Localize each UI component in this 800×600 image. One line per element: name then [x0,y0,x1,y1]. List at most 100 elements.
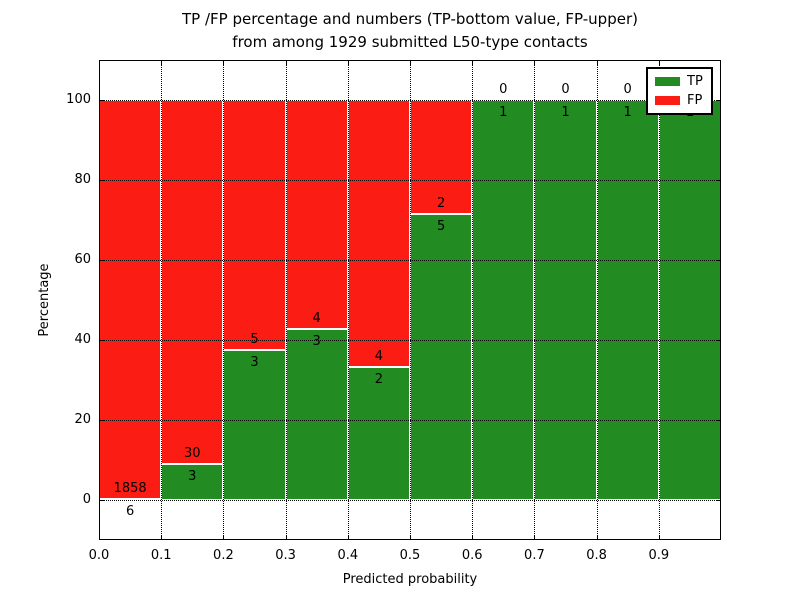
chart-title-line2: from among 1929 submitted L50-type conta… [232,33,588,51]
x-tick-label: 0.3 [275,548,296,563]
bar-segment-tp [658,100,721,500]
y-tick-mark [100,260,104,261]
x-tick-mark-top [347,61,349,65]
gridline-x [285,60,287,540]
bar-label-tp: 5 [436,219,446,235]
y-tick-label: 40 [74,332,91,347]
bar-label-tp: 3 [312,333,321,349]
fp-swatch-icon [655,96,680,105]
gridline-y [99,500,721,501]
bar-segment-fp [161,100,224,464]
bar-segment-tp [285,328,348,500]
bar-label-tp: 6 [125,503,135,519]
gridline-x [472,60,474,540]
x-tick-mark [285,535,287,539]
gridline-x [534,60,536,540]
bar-segment-tp [410,214,473,500]
x-tick-mark-top [472,61,474,65]
legend-item-tp: TP [655,75,711,88]
x-tick-mark-top [161,61,163,65]
y-tick-mark-right [716,180,720,181]
bar-segment-fp [285,100,348,329]
bar-label-fp: 4 [312,310,321,326]
x-tick-mark-top [223,61,225,65]
x-tick-mark-top [658,61,660,65]
x-tick-mark [99,535,100,539]
gridline-x [161,60,163,540]
y-tick-label: 80 [74,172,91,187]
bar-label-tp: 1 [561,105,570,120]
legend-item-fp: FP [655,94,711,107]
bar-label-tp: 3 [188,468,197,484]
x-tick-label: 0.5 [399,548,421,563]
x-tick-mark [472,535,474,539]
gridline-x [596,60,598,540]
gridline-x [410,60,411,540]
x-tick-mark-top [596,61,598,65]
bar-label-fp: 0 [561,82,570,97]
legend-label-fp: FP [687,93,703,108]
bar-segment-tp [596,100,659,500]
x-tick-mark [658,535,660,539]
chart-title-line1: TP /FP percentage and numbers (TP-bottom… [182,10,638,28]
x-tick-mark [161,535,163,539]
bar-label-fp: 4 [374,348,384,364]
x-tick-label: 0.6 [461,548,483,563]
y-tick-mark [100,500,104,501]
gridline-y [99,180,721,181]
y-tick-label: 60 [74,252,91,267]
y-tick-mark [100,180,104,181]
x-tick-mark-top [285,61,287,65]
gridline-y [99,260,721,261]
bar-label-fp: 0 [499,82,508,97]
bar-segment-fp [223,100,286,350]
y-tick-label: 20 [74,412,91,427]
x-tick-mark [534,535,536,539]
bar-segment-fp [347,100,410,367]
x-axis-label: Predicted probability [342,572,478,587]
y-tick-label: 100 [66,92,91,107]
y-tick-mark-right [716,100,720,101]
gridline-y [99,100,721,101]
x-tick-mark-top [99,61,100,65]
bar-label-tp: 1 [499,105,508,120]
chart-title: TP /FP percentage and numbers (TP-bottom… [99,8,721,54]
gridline-x [223,60,225,540]
gridline-y [99,420,721,421]
x-tick-mark [223,535,225,539]
gridline-y [99,340,721,341]
y-tick-mark-right [716,420,720,421]
bar-label-fp: 1858 [113,480,147,496]
legend-label-tp: TP [687,74,703,89]
x-tick-label: 0.8 [586,548,607,563]
x-tick-label: 0.7 [524,548,545,563]
tp-swatch-icon [655,77,680,86]
y-tick-mark [100,420,104,421]
x-tick-label: 0.2 [213,548,234,563]
x-tick-mark-top [410,61,411,65]
y-tick-mark [100,100,104,101]
x-tick-label: 0.4 [337,548,359,563]
gridline-x [658,60,660,540]
x-tick-mark-top [534,61,536,65]
x-tick-label: 0.1 [150,548,172,563]
y-tick-mark-right [716,340,720,341]
y-tick-label: 0 [82,492,91,507]
x-tick-label: 0.9 [648,548,670,563]
bar-segment-fp [99,100,162,499]
y-tick-mark-right [716,500,720,501]
y-tick-mark [100,340,104,341]
bar-segment-tp [472,100,535,500]
legend: TP FP [646,67,713,115]
bar-label-fp: 2 [436,196,446,212]
bar-label-tp: 2 [374,371,384,387]
bar-segment-tp [223,350,286,500]
bar-label-tp: 3 [250,355,259,370]
bar-label-fp: 0 [623,82,632,97]
bar-segment-tp [534,100,597,500]
x-tick-mark [596,535,598,539]
x-tick-mark [347,535,349,539]
x-tick-mark [410,535,411,539]
